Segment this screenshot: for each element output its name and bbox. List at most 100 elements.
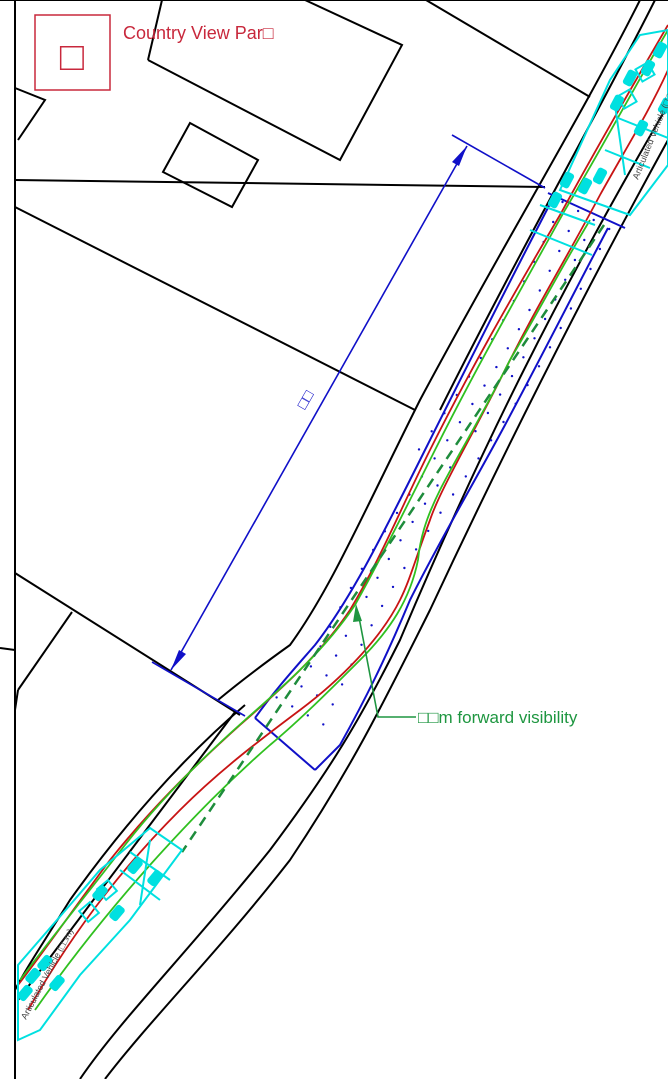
forward-sightline — [180, 224, 606, 853]
road-edge-west-outer — [217, 0, 641, 701]
hatch-dot — [309, 665, 313, 668]
hatch-dot — [446, 439, 449, 442]
hatch-dot — [561, 200, 564, 204]
dimension-arrow-north — [452, 146, 467, 166]
hatch-dot — [526, 383, 529, 387]
road-edges — [14, 0, 668, 1079]
hatch-dot — [365, 595, 368, 599]
boundary-stub-3 — [14, 689, 19, 711]
road-edge-east-inner — [79, 104, 668, 1079]
plot-boundary-top — [425, 0, 591, 98]
hatch-dot — [522, 356, 525, 359]
hatch-dot — [548, 346, 552, 349]
plot-boundary-north — [14, 179, 546, 188]
road-edge-east-outer — [104, 139, 668, 1079]
hatch-dot — [514, 402, 517, 405]
hatch-dot — [414, 548, 418, 551]
hatch-dot — [474, 430, 477, 433]
hatch-dot — [458, 421, 462, 424]
vehicle-wheels-bottom — [17, 857, 163, 1002]
hatch-dot — [349, 586, 353, 590]
hatch-dot — [436, 484, 439, 487]
hatch-dot — [510, 374, 514, 378]
hatch-dot — [558, 249, 561, 253]
hatch-dot — [502, 420, 505, 424]
hatch-dot — [427, 529, 430, 533]
hatch-dot — [471, 402, 474, 406]
hatch-dot — [608, 227, 611, 231]
hatch-dot — [598, 247, 602, 251]
hatch-dot — [344, 634, 348, 637]
hatch-dot — [417, 448, 421, 451]
hatch-dot — [383, 530, 387, 533]
vehicle-wheels-top — [547, 41, 668, 209]
hatch-dot — [325, 674, 328, 677]
hatch-dot — [495, 365, 498, 369]
articulated-vehicle-bottom — [17, 826, 184, 1042]
hatch-dot — [537, 365, 541, 368]
hatch-dot — [483, 384, 486, 387]
hatch-dot — [583, 238, 586, 242]
hatch-dot — [486, 411, 490, 415]
hatch-dot — [339, 606, 342, 609]
boundary-stub-2 — [0, 647, 16, 651]
hatch-dot — [399, 539, 402, 542]
vehicle-body-top — [558, 28, 668, 217]
dimension-extension-north — [451, 134, 546, 189]
hatch-dot — [559, 326, 562, 330]
hatch-dot — [579, 287, 582, 290]
hatch-dot — [464, 475, 467, 478]
dimension-line — [151, 134, 546, 717]
kerb-lines — [17, 24, 668, 1011]
hatch-dot — [451, 493, 455, 496]
hatch-dot — [391, 585, 395, 589]
hatch-dot — [334, 654, 338, 657]
carriageway-east — [314, 227, 609, 771]
hatch-dot — [291, 705, 294, 708]
dimension-label: □□ — [294, 388, 318, 412]
hatch-dot — [548, 269, 551, 272]
hatch-dot — [528, 308, 531, 312]
hatch-dot — [433, 457, 436, 460]
hatch-dot — [538, 289, 541, 292]
hatch-dot — [443, 412, 446, 415]
hatch-dot — [589, 267, 592, 271]
hatch-dot — [489, 439, 493, 442]
boundary-stub-1 — [14, 87, 47, 141]
hatch-dot — [569, 307, 573, 310]
building-outlines — [0, 0, 591, 1001]
hatch-dot — [380, 604, 384, 608]
hatch-dot — [506, 347, 509, 350]
hatch-dot — [395, 511, 399, 515]
hatch-dot — [477, 457, 480, 460]
building-main — [147, 0, 163, 61]
hatch-dot — [592, 218, 595, 222]
hatch-dot — [387, 557, 390, 561]
hatch-dot — [331, 703, 334, 706]
hatch-dot — [376, 576, 379, 579]
hatch-dot — [340, 683, 344, 686]
site-marker-symbol: □ — [60, 35, 84, 79]
hatch-dot — [423, 502, 427, 505]
plot-boundary-mid — [14, 206, 416, 411]
hatch-dot — [573, 258, 577, 262]
swept-path-west — [19, 29, 668, 981]
articulated-vehicle-top — [529, 28, 668, 256]
dimension-extension-south — [151, 661, 246, 717]
hatch-dot — [543, 317, 547, 321]
visibility-annotation: □□m forward visibility — [418, 708, 578, 727]
hatch-dot — [275, 696, 278, 699]
hatch-dot — [439, 511, 442, 514]
hatch-dot — [322, 723, 325, 726]
hatch-dot — [576, 209, 580, 213]
hatch-dot — [300, 685, 303, 688]
site-name-label: Country View Par□ — [123, 23, 274, 43]
hatch-dot — [360, 567, 364, 570]
plot-boundary-west — [17, 611, 73, 691]
kerb-east — [27, 69, 668, 1011]
visibility-leader — [353, 604, 416, 718]
hatch-dot — [411, 520, 414, 524]
hatch-dot — [564, 278, 567, 281]
